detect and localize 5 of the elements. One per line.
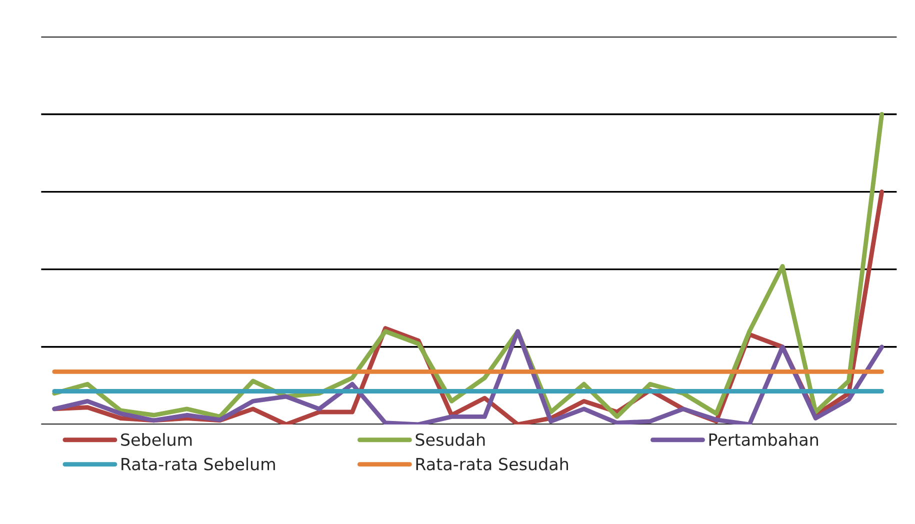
legend-label: Sesudah: [416, 433, 485, 446]
legend-label: Pertambahan: [709, 433, 818, 446]
legend-label: Sebelum: [121, 433, 192, 446]
legend-label: Rata-rata Sebelum: [122, 458, 275, 470]
legend-label: Rata-rata Sesudah: [416, 458, 568, 470]
